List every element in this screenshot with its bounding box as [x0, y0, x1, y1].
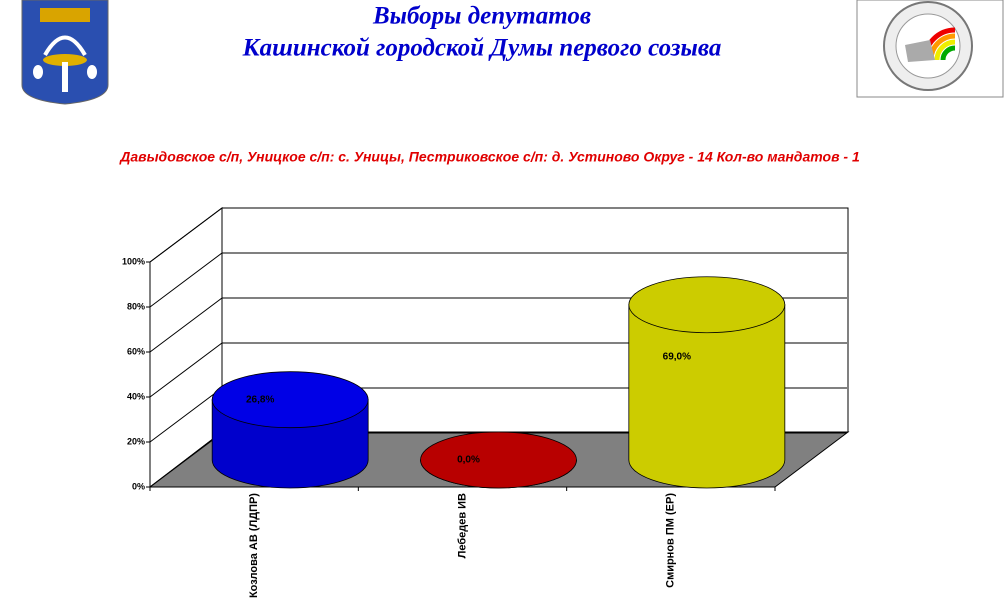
y-tick-label: 100%: [122, 256, 145, 266]
cec-emblem: [856, 0, 1004, 98]
cylinder-top: [211, 371, 369, 429]
title-line: Кашинской городской Думы первого созыва: [242, 35, 722, 62]
x-tick-label: Смирнов ПМ (ЕР): [665, 493, 677, 588]
y-tick-label: 60%: [127, 346, 145, 356]
y-tick-label: 80%: [127, 301, 145, 311]
title-line: Выборы депутатов: [372, 3, 591, 30]
y-tick-label: 20%: [127, 436, 145, 446]
value-label: 69,0%: [663, 351, 691, 362]
y-tick-label: 0%: [132, 481, 145, 491]
cylinder-top: [628, 276, 786, 334]
cylinder-top: [420, 431, 577, 489]
subtitle: Давыдовское с/п, Уницкое с/п: с. Уницы, …: [119, 149, 860, 165]
city-crest: [21, 0, 109, 105]
value-label: 26,8%: [246, 394, 274, 405]
grid-line: [149, 207, 847, 263]
y-tick-label: 40%: [127, 391, 145, 401]
x-tick-label: Лебедев ИВ: [456, 493, 468, 558]
value-label: 0,0%: [457, 455, 480, 466]
cylinder-body: [628, 304, 786, 489]
x-tick-label: Козлова АВ (ЛДПР): [248, 493, 260, 598]
grid-line: [149, 252, 847, 308]
